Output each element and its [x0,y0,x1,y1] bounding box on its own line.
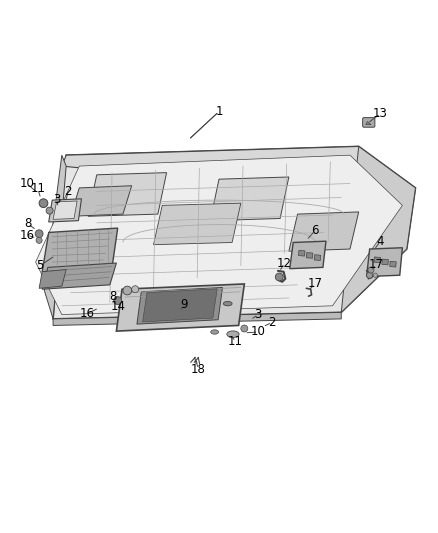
Polygon shape [39,270,66,288]
Circle shape [373,273,378,277]
Polygon shape [49,199,81,222]
FancyBboxPatch shape [363,118,375,127]
Circle shape [35,230,43,238]
Text: 5: 5 [36,259,44,272]
Polygon shape [44,155,66,319]
Ellipse shape [211,330,219,334]
Text: 17: 17 [307,278,322,290]
Text: 3: 3 [254,308,262,321]
Text: 14: 14 [110,300,125,313]
Circle shape [39,199,48,207]
Text: 10: 10 [251,326,266,338]
Text: 13: 13 [373,107,388,120]
Circle shape [123,286,132,295]
Polygon shape [71,185,132,216]
Polygon shape [143,289,217,322]
Circle shape [367,272,373,278]
Circle shape [368,267,374,273]
Polygon shape [53,147,416,319]
Bar [306,253,313,259]
Polygon shape [35,155,403,314]
Polygon shape [290,241,326,269]
Text: 11: 11 [30,182,45,195]
Polygon shape [210,177,289,221]
Polygon shape [366,122,371,125]
Circle shape [276,273,283,281]
Bar [314,255,321,261]
Polygon shape [137,287,223,324]
Polygon shape [42,263,117,289]
Text: 16: 16 [80,307,95,320]
Text: 3: 3 [53,193,60,206]
Polygon shape [153,203,241,245]
Ellipse shape [227,331,239,337]
Circle shape [36,237,42,244]
Polygon shape [289,212,359,251]
Text: 4: 4 [377,235,384,248]
Text: 9: 9 [180,298,188,311]
Text: 12: 12 [277,256,292,270]
Polygon shape [53,201,77,220]
Text: 18: 18 [191,362,205,376]
Circle shape [114,297,122,304]
Polygon shape [117,284,244,331]
Circle shape [46,207,53,214]
Text: 10: 10 [19,177,34,190]
Polygon shape [88,173,166,216]
Circle shape [241,325,248,332]
Text: 11: 11 [228,335,243,348]
Polygon shape [341,147,416,312]
Text: 2: 2 [268,316,276,329]
Polygon shape [42,228,118,272]
Text: 1: 1 [215,105,223,118]
Circle shape [132,286,139,293]
Bar [390,261,396,267]
Ellipse shape [223,302,232,306]
Text: 6: 6 [311,224,319,237]
Bar [298,251,305,256]
Text: 16: 16 [19,229,35,241]
Bar [374,257,381,263]
Polygon shape [62,147,407,197]
Text: 17: 17 [369,258,384,271]
Polygon shape [53,312,341,326]
Polygon shape [367,248,403,277]
Text: 8: 8 [110,290,117,303]
Text: 2: 2 [65,185,72,198]
Text: 8: 8 [24,217,32,230]
Bar [382,259,389,265]
